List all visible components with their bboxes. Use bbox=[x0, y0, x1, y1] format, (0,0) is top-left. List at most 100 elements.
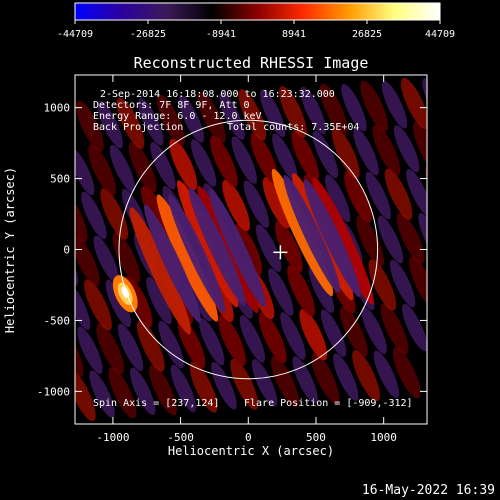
intensity-blob bbox=[116, 97, 145, 149]
intensity-blob bbox=[402, 303, 427, 352]
intensity-blob bbox=[331, 127, 360, 179]
footer-timestamp: 16-May-2022 16:39 bbox=[362, 483, 495, 498]
y-tick-label: -1000 bbox=[37, 385, 70, 398]
intensity-blob bbox=[381, 81, 408, 129]
intensity-blob bbox=[270, 355, 299, 408]
intensity-blob bbox=[149, 364, 177, 416]
intensity-blob bbox=[75, 191, 88, 243]
intensity-blob bbox=[365, 171, 391, 220]
intensity-blob bbox=[197, 91, 226, 144]
intensity-blob bbox=[140, 185, 169, 237]
chart-title: Reconstructed RHESSI Image bbox=[134, 54, 369, 72]
y-tick-label: 500 bbox=[50, 173, 70, 186]
y-tick-label: 1000 bbox=[44, 102, 71, 115]
flare-position-label: Flare Position = [-909,-312] bbox=[244, 398, 413, 409]
intensity-blob bbox=[105, 279, 132, 328]
intensity-blob bbox=[360, 80, 389, 132]
intensity-blob bbox=[219, 92, 245, 140]
annotation-total-counts: Total counts: 7.35E+04 bbox=[227, 122, 359, 133]
intensity-blob bbox=[333, 353, 359, 401]
solar-limb-circle bbox=[118, 119, 379, 380]
intensity-blob bbox=[243, 180, 270, 228]
intensity-blob bbox=[271, 168, 334, 297]
spin-axis-label: Spin Axis = [237,124] bbox=[93, 398, 219, 409]
intensity-blob bbox=[210, 135, 238, 188]
intensity-blob bbox=[340, 306, 368, 358]
intensity-blob bbox=[436, 72, 474, 130]
intensity-blob bbox=[77, 326, 103, 374]
intensity-blob bbox=[197, 185, 259, 314]
intensity-blob bbox=[138, 98, 164, 146]
intensity-blob bbox=[262, 177, 291, 229]
intensity-blob bbox=[144, 204, 201, 323]
intensity-blob bbox=[287, 265, 315, 317]
intensity-blob bbox=[311, 353, 340, 405]
colorbar-tick-label: 44709 bbox=[425, 29, 455, 40]
intensity-blob bbox=[117, 323, 144, 372]
heatmap-image bbox=[22, 72, 474, 428]
intensity-blob bbox=[190, 139, 217, 187]
intensity-blob bbox=[250, 133, 279, 185]
intensity-blob bbox=[157, 94, 186, 146]
axis-ticks: -1000 -500 0 500 1000 -1000 -500 0 500 1000 bbox=[37, 75, 427, 444]
colorbar-tick-label: -26825 bbox=[130, 29, 166, 40]
intensity-blob bbox=[109, 144, 136, 193]
intensity-blob bbox=[299, 309, 328, 361]
intensity-blob bbox=[234, 223, 263, 276]
intensity-blob bbox=[188, 187, 246, 306]
intensity-blob bbox=[108, 367, 137, 419]
x-tick-label: -500 bbox=[167, 431, 194, 444]
intensity-blob bbox=[222, 179, 250, 232]
intensity-blob bbox=[413, 121, 427, 173]
intensity-blob bbox=[218, 314, 246, 366]
intensity-blob bbox=[89, 370, 115, 418]
intensity-blob bbox=[156, 194, 219, 322]
intensity-blob bbox=[352, 350, 380, 402]
intensity-blob bbox=[400, 77, 427, 129]
intensity-blob bbox=[230, 358, 259, 410]
intensity-blob bbox=[22, 370, 60, 428]
annotation-method: Back Projection bbox=[93, 122, 183, 133]
intensity-blob bbox=[384, 168, 413, 220]
intensity-blob bbox=[170, 364, 196, 413]
intensity-blob bbox=[392, 347, 421, 399]
intensity-blob bbox=[430, 119, 465, 172]
annotation-detectors: Detectors: 7F 8F 9F, Att 0 bbox=[93, 100, 250, 111]
intensity-blob bbox=[377, 215, 404, 264]
intensity-blob bbox=[396, 212, 425, 264]
colorbar-tick-label: 26825 bbox=[352, 29, 382, 40]
intensity-blob bbox=[38, 279, 76, 337]
intensity-blob bbox=[158, 320, 184, 369]
intensity-blob bbox=[75, 235, 100, 287]
intensity-blob bbox=[258, 311, 287, 364]
colorbar-ticks: -44709 -26825 -8941 8941 26825 44709 bbox=[57, 20, 455, 40]
intensity-blob bbox=[353, 127, 379, 176]
intensity-blob bbox=[75, 282, 91, 330]
intensity-blob bbox=[169, 138, 198, 190]
intensity-blob bbox=[389, 259, 416, 308]
intensity-blob bbox=[418, 212, 427, 261]
intensity-blob bbox=[361, 306, 387, 355]
intensity-blob bbox=[312, 177, 374, 305]
intensity-blob bbox=[97, 100, 123, 149]
x-tick-label: 0 bbox=[245, 431, 252, 444]
intensity-blob bbox=[209, 189, 266, 308]
intensity-blob bbox=[372, 124, 401, 176]
intensity-blob bbox=[275, 221, 303, 273]
intensity-blob bbox=[96, 323, 125, 375]
colorbar-tick-label: 8941 bbox=[282, 29, 306, 40]
colorbar-tick-label: -8941 bbox=[206, 29, 236, 40]
intensity-blob bbox=[189, 361, 218, 413]
intensity-blob bbox=[320, 309, 347, 357]
y-tick-label: -500 bbox=[44, 314, 71, 327]
intensity-blob bbox=[300, 86, 326, 135]
intensity-blob bbox=[81, 191, 107, 240]
intensity-blob bbox=[319, 83, 348, 135]
intensity-blob bbox=[88, 144, 116, 196]
intensity-blob bbox=[130, 367, 156, 416]
x-axis-label: Heliocentric X (arcsec) bbox=[168, 444, 334, 458]
intensity-blob bbox=[279, 86, 307, 138]
intensity-blob bbox=[75, 370, 96, 422]
intensity-blob bbox=[283, 174, 341, 293]
